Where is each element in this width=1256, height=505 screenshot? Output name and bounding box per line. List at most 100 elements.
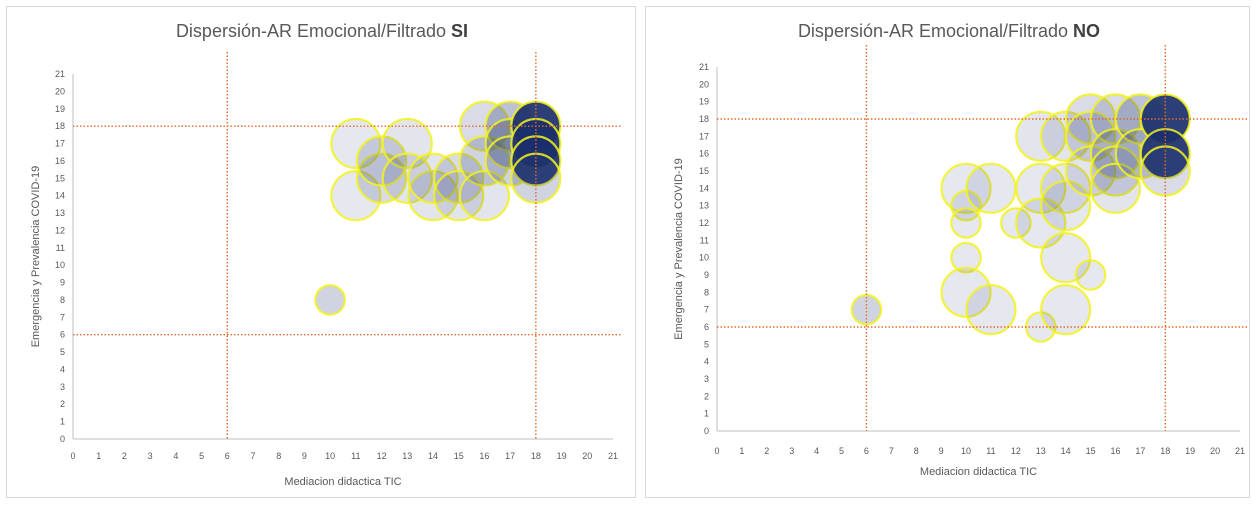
x-tick-label: 15 xyxy=(1086,446,1096,456)
bubble-point xyxy=(407,152,459,204)
bubble-point xyxy=(458,100,511,152)
x-tick-label: 1 xyxy=(96,451,101,461)
bubble-point xyxy=(355,135,408,187)
y-tick-label: 15 xyxy=(699,166,709,176)
y-tick-label: 13 xyxy=(699,201,709,211)
x-tick-label: 14 xyxy=(428,451,438,461)
y-tick-label: 9 xyxy=(704,270,709,280)
x-tick-label: 17 xyxy=(505,451,515,461)
y-tick-label: 0 xyxy=(60,434,65,444)
chart-title: Dispersión-AR Emocional/Filtrado SI xyxy=(176,21,468,41)
bubble-point xyxy=(1074,259,1107,291)
bubble-point xyxy=(330,117,382,170)
y-tick-label: 12 xyxy=(55,225,65,235)
x-tick-label: 13 xyxy=(1036,446,1046,456)
y-tick-label: 13 xyxy=(55,208,65,218)
y-tick-label: 14 xyxy=(699,183,709,193)
y-tick-label: 1 xyxy=(60,417,65,427)
y-tick-label: 19 xyxy=(699,97,709,107)
x-tick-label: 16 xyxy=(479,451,489,461)
x-tick-label: 21 xyxy=(1235,446,1245,456)
chart-title: Dispersión-AR Emocional/Filtrado NO xyxy=(798,21,1100,41)
x-tick-label: 3 xyxy=(148,451,153,461)
chart-title-bold: SI xyxy=(451,21,468,41)
x-tick-label: 4 xyxy=(173,451,178,461)
y-tick-label: 17 xyxy=(55,139,65,149)
y-tick-label: 10 xyxy=(55,260,65,270)
bubble-point xyxy=(950,241,982,274)
x-tick-label: 0 xyxy=(714,446,719,456)
x-tick-label: 6 xyxy=(864,446,869,456)
bubble-point xyxy=(381,152,433,204)
x-tick-label: 11 xyxy=(351,451,360,461)
y-tick-label: 6 xyxy=(704,322,709,332)
bubble-point xyxy=(1089,162,1142,214)
bubble-point xyxy=(1040,180,1092,232)
y-tick-label: 4 xyxy=(704,357,709,367)
x-tick-label: 19 xyxy=(1185,446,1195,456)
x-tick-label: 2 xyxy=(764,446,769,456)
bubble-point xyxy=(458,135,511,187)
y-tick-label: 11 xyxy=(56,243,65,253)
y-tick-label: 7 xyxy=(704,305,709,315)
y-tick-label: 7 xyxy=(60,312,65,322)
y-tick-label: 16 xyxy=(699,149,709,159)
x-axis-label: Mediacion didactica TIC xyxy=(920,466,1037,478)
y-tick-label: 5 xyxy=(60,347,65,357)
x-tick-label: 19 xyxy=(557,451,567,461)
y-tick-label: 19 xyxy=(55,104,65,114)
bubble-point xyxy=(1015,197,1067,249)
x-tick-label: 5 xyxy=(199,451,204,461)
x-tick-label: 9 xyxy=(302,451,307,461)
y-tick-label: 6 xyxy=(60,330,65,340)
bubble-point xyxy=(330,170,382,222)
x-tick-label: 12 xyxy=(1011,446,1021,456)
bubble-chart-no: Dispersión-AR Emocional/Filtrado NO0 1 2 3 4… xyxy=(673,21,1248,478)
x-tick-label: 18 xyxy=(531,451,541,461)
y-tick-label: 16 xyxy=(55,156,65,166)
y-tick-label: 3 xyxy=(60,382,65,392)
y-tick-label: 4 xyxy=(60,364,65,374)
bubble-point xyxy=(314,284,346,316)
y-tick-label: 8 xyxy=(704,287,709,297)
y-tick-label: 20 xyxy=(699,79,709,89)
y-tick-label: 21 xyxy=(699,62,709,72)
x-tick-label: 20 xyxy=(582,451,592,461)
y-tick-label: 2 xyxy=(704,391,709,401)
x-tick-label: 10 xyxy=(961,446,971,456)
bubble-point xyxy=(407,170,459,222)
x-tick-label: 7 xyxy=(889,446,894,456)
x-tick-label: 15 xyxy=(454,451,464,461)
y-tick-label: 11 xyxy=(700,235,709,245)
bubble-point xyxy=(965,284,1017,336)
x-axis-label: Mediacion didactica TIC xyxy=(284,476,401,488)
x-tick-label: 21 xyxy=(608,451,618,461)
chart-title-text: Dispersión-AR Emocional/Filtrado xyxy=(798,21,1073,41)
bubble-point xyxy=(965,162,1017,214)
x-tick-label: 2 xyxy=(122,451,127,461)
y-tick-label: 2 xyxy=(60,399,65,409)
x-tick-label: 18 xyxy=(1160,446,1170,456)
y-tick-label: 5 xyxy=(704,339,709,349)
x-tick-label: 8 xyxy=(276,451,281,461)
bubble-point xyxy=(940,266,992,318)
chart-title-bold: NO xyxy=(1073,21,1100,41)
y-tick-label: 18 xyxy=(699,114,709,124)
bubble-point xyxy=(850,293,883,326)
y-axis-label: Emergencia y Prevalencia COVID-19 xyxy=(673,158,685,340)
x-tick-label: 17 xyxy=(1135,446,1145,456)
y-tick-label: 15 xyxy=(55,173,65,183)
x-tick-label: 16 xyxy=(1110,446,1120,456)
x-tick-label: 20 xyxy=(1210,446,1220,456)
bubble-point xyxy=(1040,232,1092,284)
y-tick-label: 21 xyxy=(55,69,65,79)
chart-title-text: Dispersión-AR Emocional/Filtrado xyxy=(176,21,451,41)
y-tick-label: 8 xyxy=(60,295,65,305)
x-tick-label: 3 xyxy=(789,446,794,456)
chart-panel-filtrado-no: Dispersión-AR Emocional/Filtrado NO 0 1 2 3 4… xyxy=(645,6,1250,498)
x-tick-label: 10 xyxy=(325,451,335,461)
y-tick-label: 18 xyxy=(55,121,65,131)
y-tick-label: 1 xyxy=(704,409,709,419)
x-tick-label: 8 xyxy=(914,446,919,456)
bubble-point xyxy=(433,170,485,222)
